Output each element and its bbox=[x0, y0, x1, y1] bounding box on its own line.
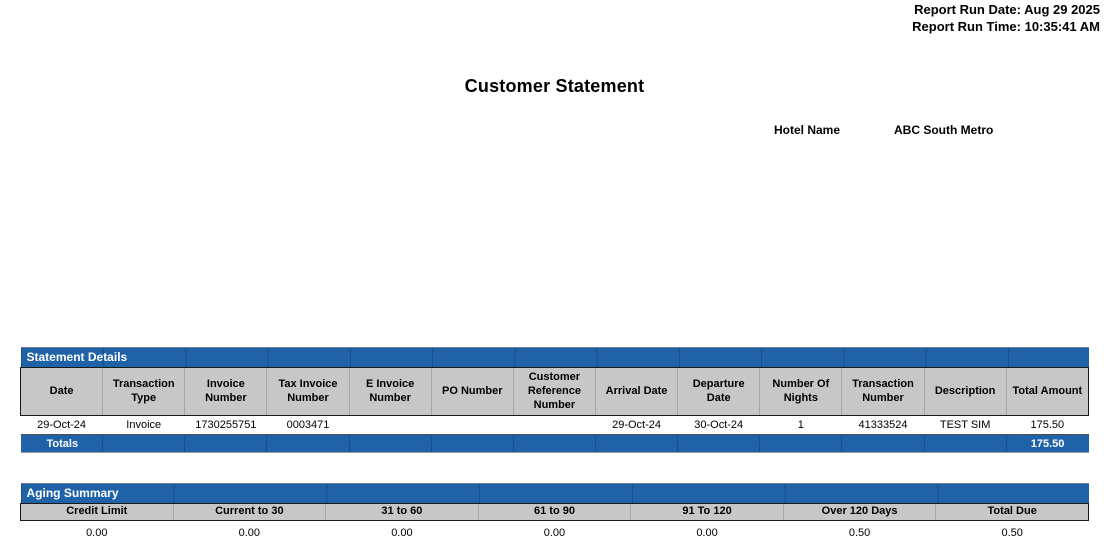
col-header-31-to-60: 31 to 60 bbox=[325, 503, 479, 521]
col-header-arrival-date: Arrival Date bbox=[594, 366, 678, 417]
aging-summary-header-row: Credit Limit Current to 30 31 to 60 61 t… bbox=[20, 503, 1089, 521]
col-header-current-to-30: Current to 30 bbox=[172, 503, 326, 521]
aging-summary-section-title: Aging Summary bbox=[20, 483, 1089, 504]
cell-number-of-nights: 1 bbox=[759, 415, 842, 435]
statement-detail-row: 29-Oct-24 Invoice 1730255751 0003471 29-… bbox=[20, 415, 1089, 435]
col-header-customer-reference-number: Customer Reference Number bbox=[512, 366, 596, 417]
cell-tax-invoice-number: 0003471 bbox=[266, 415, 350, 435]
cell-over-120-days: 0.50 bbox=[783, 520, 936, 543]
report-run-meta: Report Run Date: Aug 29 2025 Report Run … bbox=[912, 2, 1100, 35]
col-header-over-120-days: Over 120 Days bbox=[782, 503, 936, 521]
statement-details-section-bar: Statement Details bbox=[20, 347, 1089, 368]
col-header-date: Date bbox=[19, 366, 103, 417]
page-title: Customer Statement bbox=[464, 76, 645, 96]
col-header-credit-limit: Credit Limit bbox=[20, 503, 174, 521]
col-header-tax-invoice-number: Tax Invoice Number bbox=[266, 366, 350, 417]
totals-amount: 175.50 bbox=[1005, 434, 1089, 454]
col-header-departure-date: Departure Date bbox=[677, 366, 760, 417]
cell-61-to-90: 0.00 bbox=[478, 520, 631, 543]
col-header-number-of-nights: Number Of Nights bbox=[759, 366, 842, 417]
cell-customer-reference-number bbox=[513, 415, 596, 435]
report-run-date: Report Run Date: Aug 29 2025 bbox=[914, 2, 1100, 17]
col-header-transaction-type: Transaction Type bbox=[102, 366, 185, 417]
aging-summary-section-bar: Aging Summary bbox=[20, 483, 1089, 504]
statement-details-section-title: Statement Details bbox=[20, 347, 1089, 368]
cell-total-due: 0.50 bbox=[935, 520, 1089, 543]
statement-details-header-row: Date Transaction Type Invoice Number Tax… bbox=[19, 366, 1090, 417]
cell-91-to-120: 0.00 bbox=[630, 520, 784, 543]
col-header-61-to-90: 61 to 90 bbox=[477, 503, 631, 521]
cell-31-to-60: 0.00 bbox=[325, 520, 479, 543]
cell-departure-date: 30-Oct-24 bbox=[677, 415, 760, 435]
col-header-po-number: PO Number bbox=[430, 366, 514, 417]
cell-arrival-date: 29-Oct-24 bbox=[595, 415, 678, 435]
aging-summary-table: Aging Summary Credit Limit Current to 30… bbox=[20, 483, 1089, 543]
statement-totals-row: Totals 175.50 bbox=[20, 434, 1089, 454]
report-run-time: Report Run Time: 10:35:41 AM bbox=[912, 18, 1100, 34]
col-header-total-due: Total Due bbox=[935, 503, 1089, 521]
col-header-91-to-120: 91 To 120 bbox=[630, 503, 784, 521]
statement-details-table: Statement Details Date Transaction Type … bbox=[19, 347, 1090, 454]
cell-transaction-type: Invoice bbox=[102, 415, 185, 435]
cell-current-to-30: 0.00 bbox=[173, 520, 326, 543]
cell-e-invoice-number bbox=[349, 415, 432, 435]
aging-summary-values-row: 0.00 0.00 0.00 0.00 0.00 0.50 0.50 bbox=[20, 520, 1089, 543]
cell-invoice-number: 1730255751 bbox=[184, 415, 267, 435]
col-header-invoice-number: Invoice Number bbox=[184, 366, 267, 417]
cell-credit-limit: 0.00 bbox=[20, 520, 174, 543]
cell-po-number bbox=[431, 415, 514, 435]
cell-description: TEST SIM bbox=[924, 415, 1007, 435]
col-header-e-invoice-number: E Invoice Number bbox=[348, 366, 432, 417]
col-header-total-amount: Total Amount bbox=[1005, 366, 1090, 417]
hotel-name-label: Hotel Name bbox=[774, 123, 841, 137]
cell-transaction-number: 41333524 bbox=[841, 415, 925, 435]
cell-date: 29-Oct-24 bbox=[20, 415, 103, 435]
col-header-transaction-number: Transaction Number bbox=[841, 366, 925, 417]
cell-total-amount: 175.50 bbox=[1006, 415, 1089, 435]
totals-label: Totals bbox=[20, 434, 103, 454]
col-header-description: Description bbox=[923, 366, 1007, 417]
hotel-name-value: ABC South Metro bbox=[894, 123, 994, 137]
